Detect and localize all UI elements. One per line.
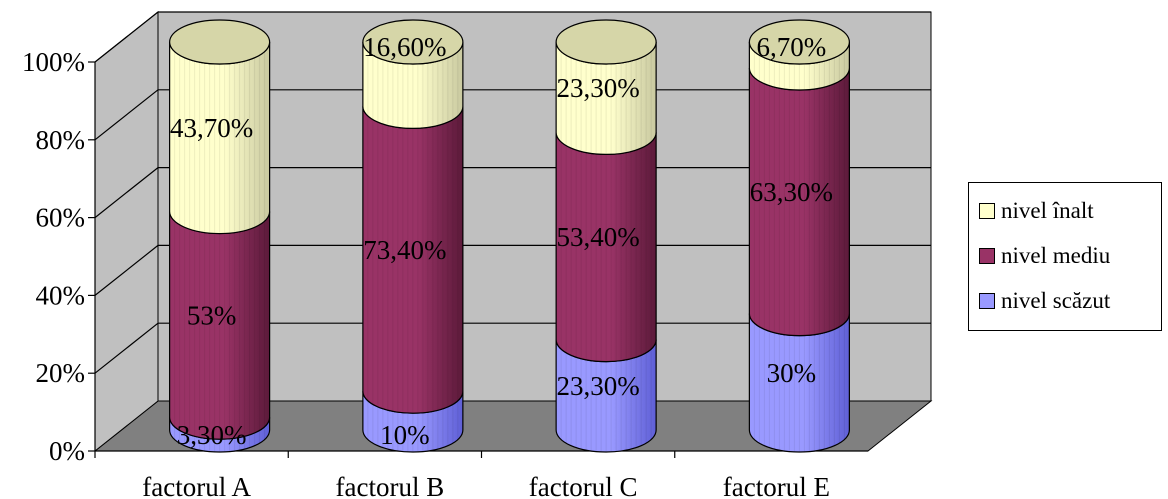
data-label: 10% [380,420,430,450]
side-wall [94,10,159,453]
y-tick-label: 80% [36,125,86,155]
bar-top [362,19,464,65]
legend-label-medium: nivel mediu [1001,243,1111,268]
bar-top [169,19,271,65]
bar-top [555,19,657,65]
legend-item-low: nivel scăzut [979,288,1111,313]
chart-wall [94,10,932,453]
data-label: 23,30% [557,371,640,401]
y-tick-label: 40% [36,280,86,310]
x-tick-label: factorul B [336,472,445,499]
gridline [94,244,931,296]
data-label: 30% [767,358,817,388]
y-tick-label: 20% [36,358,86,388]
legend-swatch-low [979,293,995,309]
legend-item-medium: nivel mediu [979,243,1111,268]
data-label: 43,70% [170,113,253,143]
y-tick-label: 100% [22,47,85,77]
legend: nivel înalt nivel mediu nivel scăzut [968,182,1162,331]
x-tick-label: factorul E [723,472,830,499]
data-label: 53% [187,300,237,330]
x-tick-label: factorul C [529,472,638,499]
data-label: 73,40% [363,235,446,265]
data-label: 3,30% [177,420,247,450]
legend-item-high: nivel înalt [979,198,1094,223]
gridline [94,167,931,219]
data-label: 23,30% [557,73,640,103]
legend-label-high: nivel înalt [1001,198,1094,223]
legend-swatch-high [979,203,995,219]
data-labels: 3,30% 53% 43,70% 10% 73,40% 16,60% 23,30% 53,40… [170,32,833,450]
axes: 0% 20% 40% 60% 80% 100% factorul A factorul B fa… [22,47,868,499]
data-label: 53,40% [557,222,640,252]
gridline [94,11,931,63]
bars [169,19,850,453]
x-tick-label: factorul A [142,472,251,499]
gridlines [94,11,931,374]
data-label: 6,70% [757,32,827,62]
legend-label-low: nivel scăzut [1001,288,1111,313]
bar-top [748,19,850,65]
data-label: 63,30% [750,177,833,207]
y-tick-label: 60% [36,203,86,233]
gridline [94,322,931,374]
data-label: 16,60% [363,32,446,62]
legend-swatch-medium [979,248,995,264]
y-tick-label: 0% [49,436,85,466]
gridline [94,89,931,141]
